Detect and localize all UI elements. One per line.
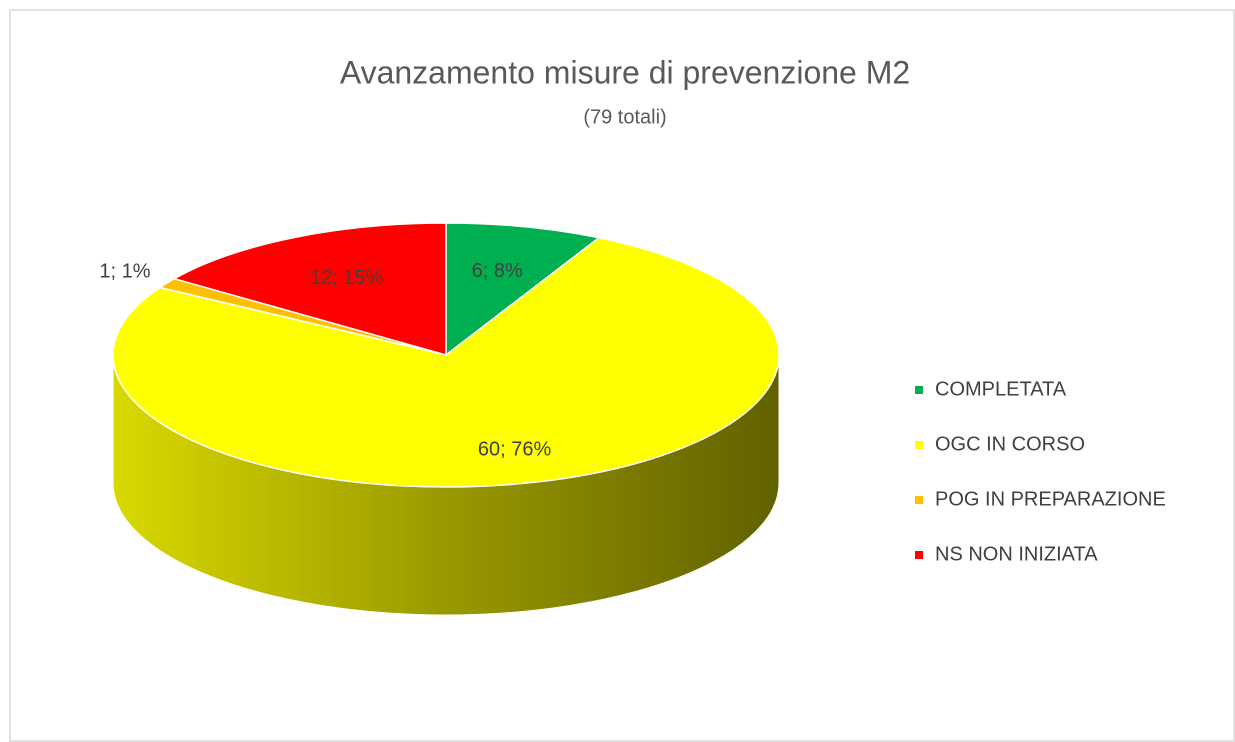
pie-slice <box>172 222 447 356</box>
legend-marker <box>915 551 923 559</box>
data-label: 1; 1% <box>99 261 150 283</box>
legend-marker <box>915 496 923 504</box>
data-label: 6; 8% <box>472 260 523 282</box>
legend-marker <box>915 441 923 449</box>
legend-label: OGC IN CORSO <box>935 433 1085 455</box>
data-label: 60; 76% <box>478 438 552 460</box>
chart-title: Avanzamento misure di prevenzione M2 <box>340 54 910 90</box>
legend-marker <box>915 386 923 394</box>
pie-slice <box>112 236 780 488</box>
data-label: 12; 15% <box>310 267 384 289</box>
legend-label: COMPLETATA <box>935 378 1067 400</box>
legend-label: NS NON INIZIATA <box>935 543 1098 565</box>
chart-subtitle: (79 totali) <box>583 106 666 128</box>
legend-label: POG IN PREPARAZIONE <box>935 488 1166 510</box>
pie-slice <box>445 222 601 357</box>
